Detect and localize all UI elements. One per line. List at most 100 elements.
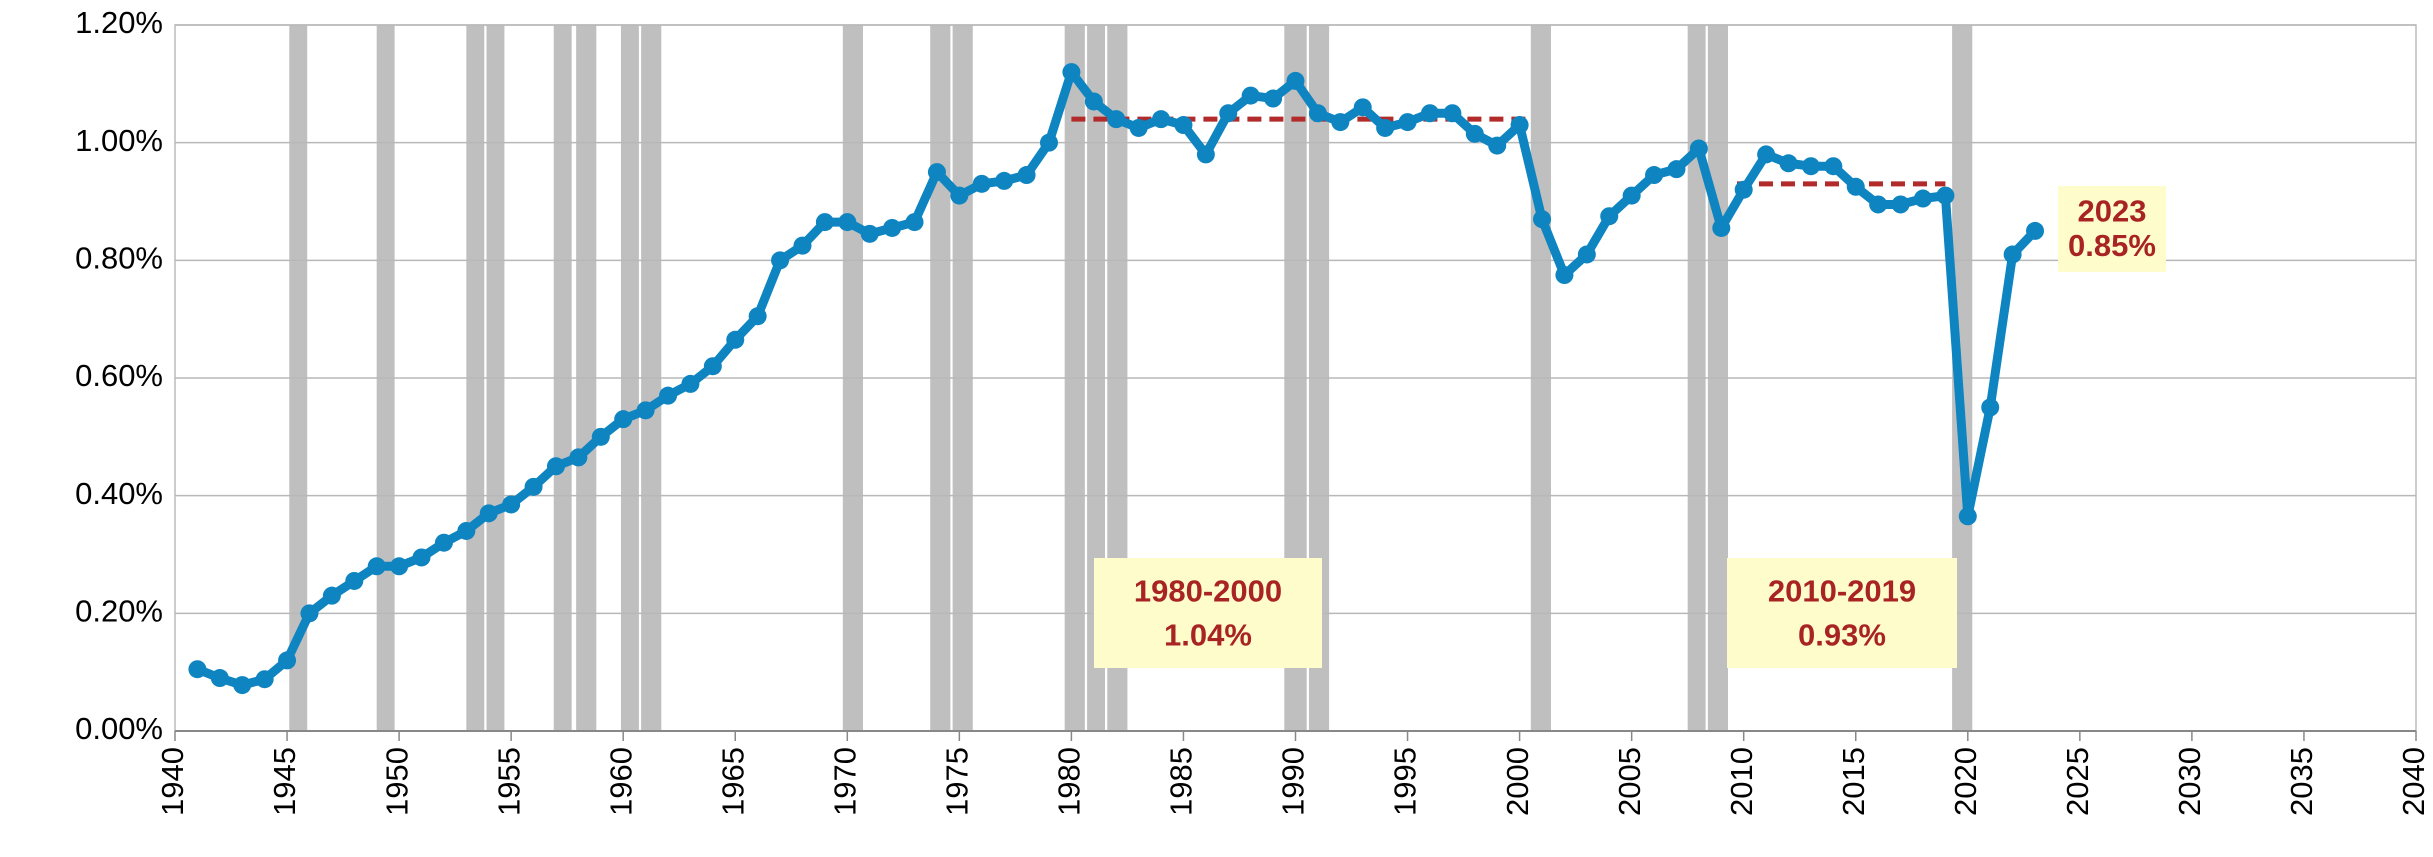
point [1286,71,1305,90]
point [659,386,678,405]
point [793,236,812,255]
point [1645,166,1664,185]
point [210,669,229,688]
point [1779,154,1798,173]
point [1376,118,1395,137]
point [1196,145,1215,164]
y-tick-label: 0.80% [75,241,163,276]
x-tick-label: 1965 [715,747,750,816]
point [367,557,386,576]
point [1667,160,1686,179]
point [636,401,655,420]
x-tick-label: 1980 [1052,747,1087,816]
average-box [1094,558,1322,668]
point [1689,139,1708,158]
x-tick-label: 2000 [1500,747,1535,816]
point [2003,245,2022,264]
average-box [1727,558,1957,668]
point [1622,186,1641,205]
point [1241,86,1260,105]
point [1443,104,1462,123]
x-tick-label: 1950 [379,747,414,816]
point [1533,210,1552,229]
point [815,213,834,232]
point [1488,136,1507,155]
y-tick-label: 0.00% [75,711,163,746]
point [255,670,274,689]
point [1869,195,1888,214]
x-tick-label: 1990 [1276,747,1311,816]
point [748,307,767,326]
x-tick-label: 1945 [267,747,302,816]
point [838,213,857,232]
average-box-label: 2010-2019 [1768,573,1916,608]
point [1801,157,1820,176]
point [726,330,745,349]
point [905,213,924,232]
point [681,374,700,393]
point [1936,186,1955,205]
point [278,651,297,670]
x-tick-label: 1955 [491,747,526,816]
point [569,448,588,467]
point [860,224,879,243]
point [1219,104,1238,123]
point [1353,98,1372,117]
point [883,218,902,237]
point [2026,221,2045,240]
average-box-value: 0.93% [1798,617,1886,652]
point [1757,145,1776,164]
y-tick-label: 0.20% [75,594,163,629]
x-tick-label: 2025 [2060,747,2095,816]
x-tick-label: 1960 [603,747,638,816]
x-tick-label: 2030 [2172,747,2207,816]
point [1555,266,1574,285]
point [1039,133,1058,152]
y-tick-label: 1.00% [75,123,163,158]
point [322,586,341,605]
point [1958,507,1977,526]
point [1846,177,1865,196]
x-tick-label: 1975 [940,747,975,816]
point [771,251,790,270]
point [1981,398,2000,417]
point [1152,110,1171,129]
point [927,163,946,182]
point [1824,157,1843,176]
latest-box-value: 0.85% [2068,228,2156,263]
point [1510,116,1529,135]
y-tick-label: 0.60% [75,358,163,393]
point [1600,207,1619,226]
point [524,477,543,496]
x-tick-label: 2005 [1612,747,1647,816]
point [1017,166,1036,185]
latest-box-label: 2023 [2078,194,2147,229]
point [614,410,633,429]
point [345,571,364,590]
x-tick-label: 2015 [1836,747,1871,816]
x-tick-label: 2010 [1724,747,1759,816]
x-tick-label: 2035 [2284,747,2319,816]
point [1465,124,1484,143]
point [972,174,991,193]
point [703,357,722,376]
point [995,171,1014,190]
point [457,521,476,540]
point [233,676,252,695]
point [479,504,498,523]
x-tick-label: 1970 [827,747,862,816]
x-tick-label: 1995 [1388,747,1423,816]
y-tick-label: 1.20% [75,5,163,40]
point [1891,195,1910,214]
x-tick-label: 2020 [1948,747,1983,816]
point [950,186,969,205]
average-box-label: 1980-2000 [1134,573,1282,608]
point [300,604,319,623]
average-box-value: 1.04% [1164,617,1252,652]
latest-box [2058,186,2166,272]
point [188,660,207,679]
point [390,557,409,576]
point [1577,245,1596,264]
point [1331,113,1350,132]
